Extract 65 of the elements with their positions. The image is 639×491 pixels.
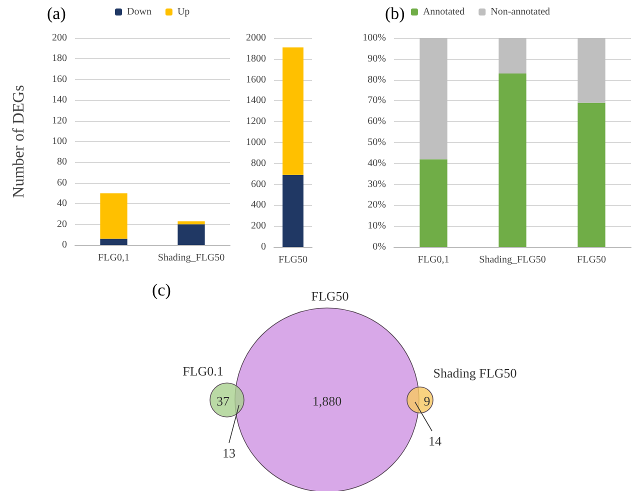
y-tick-label: 1200 bbox=[246, 116, 266, 128]
bar bbox=[420, 38, 448, 160]
y-tick-label: 200 bbox=[52, 32, 67, 44]
y-tick-label: 600 bbox=[251, 178, 266, 190]
y-tick-label: 0 bbox=[62, 240, 67, 250]
y-tick-label: 1600 bbox=[246, 74, 266, 86]
text: 1,880 bbox=[312, 394, 342, 408]
text: (c) bbox=[152, 280, 171, 300]
x-tick-label: Shading_FLG50 bbox=[479, 254, 546, 266]
y-axis-title: Number of DEGs bbox=[10, 85, 28, 198]
x-tick-label: FLG50 bbox=[577, 254, 606, 266]
category-label: FLG0.1 bbox=[182, 364, 224, 378]
chart-title: (a) bbox=[47, 4, 66, 23]
y-tick-label: 1400 bbox=[246, 95, 266, 106]
y-tick-label: 80 bbox=[57, 156, 67, 168]
y-tick-label: 400 bbox=[251, 200, 266, 211]
text: 14 bbox=[428, 434, 442, 448]
y-tick-label: 2000 bbox=[246, 32, 266, 44]
legend-label: Non-annotated bbox=[490, 6, 550, 18]
y-tick-label: 40 bbox=[57, 198, 67, 210]
legend-label: Down bbox=[127, 6, 152, 18]
y-tick-label: 30% bbox=[368, 178, 386, 190]
y-tick-label: 100 bbox=[52, 136, 67, 147]
category-label: Shading FLG50 bbox=[433, 366, 517, 380]
bar bbox=[178, 221, 205, 224]
y-tick-label: 0% bbox=[372, 242, 386, 252]
bar bbox=[420, 159, 448, 247]
y-tick-label: 120 bbox=[52, 115, 67, 126]
bar bbox=[578, 38, 606, 103]
y-tick-label: 90% bbox=[368, 53, 386, 64]
y-tick-label: 100% bbox=[362, 32, 386, 44]
bar bbox=[498, 38, 526, 74]
y-tick-label: 60% bbox=[368, 116, 386, 128]
bar bbox=[578, 102, 606, 247]
bar bbox=[178, 224, 205, 245]
x-tick-label: FLG0,1 bbox=[98, 252, 130, 264]
y-tick-label: 20% bbox=[368, 200, 386, 211]
x-tick-label: Shading_FLG50 bbox=[158, 252, 225, 264]
y-tick-label: 200 bbox=[251, 220, 266, 232]
bar bbox=[100, 238, 128, 245]
y-tick-label: 1000 bbox=[246, 137, 266, 148]
y-tick-label: 10% bbox=[368, 220, 386, 232]
legend-label: Annotated bbox=[422, 6, 465, 18]
bar bbox=[100, 193, 128, 239]
x-tick-label: FLG0,1 bbox=[418, 254, 450, 266]
text: 9 bbox=[424, 394, 430, 408]
y-tick-label: 1800 bbox=[246, 53, 266, 64]
y-tick-label: 60 bbox=[57, 177, 67, 188]
legend-label: Up bbox=[177, 6, 190, 18]
text: 37 bbox=[216, 394, 230, 408]
y-tick-label: 70% bbox=[368, 95, 386, 106]
y-tick-label: 20 bbox=[57, 218, 67, 230]
y-tick-label: 180 bbox=[52, 53, 67, 64]
y-tick-label: 40% bbox=[368, 158, 386, 169]
y-tick-label: 80% bbox=[368, 74, 386, 86]
y-tick-label: 50% bbox=[368, 137, 386, 148]
category-label: FLG50 bbox=[311, 288, 349, 304]
x-tick-label: FLG50 bbox=[278, 254, 308, 266]
y-tick-label: 0 bbox=[261, 242, 266, 252]
y-tick-label: 160 bbox=[52, 74, 67, 85]
y-tick-label: 140 bbox=[52, 94, 67, 106]
y-tick-label: 800 bbox=[251, 158, 266, 169]
bar bbox=[498, 74, 526, 247]
chart-title: (b) bbox=[385, 4, 405, 23]
text: 13 bbox=[222, 446, 236, 460]
